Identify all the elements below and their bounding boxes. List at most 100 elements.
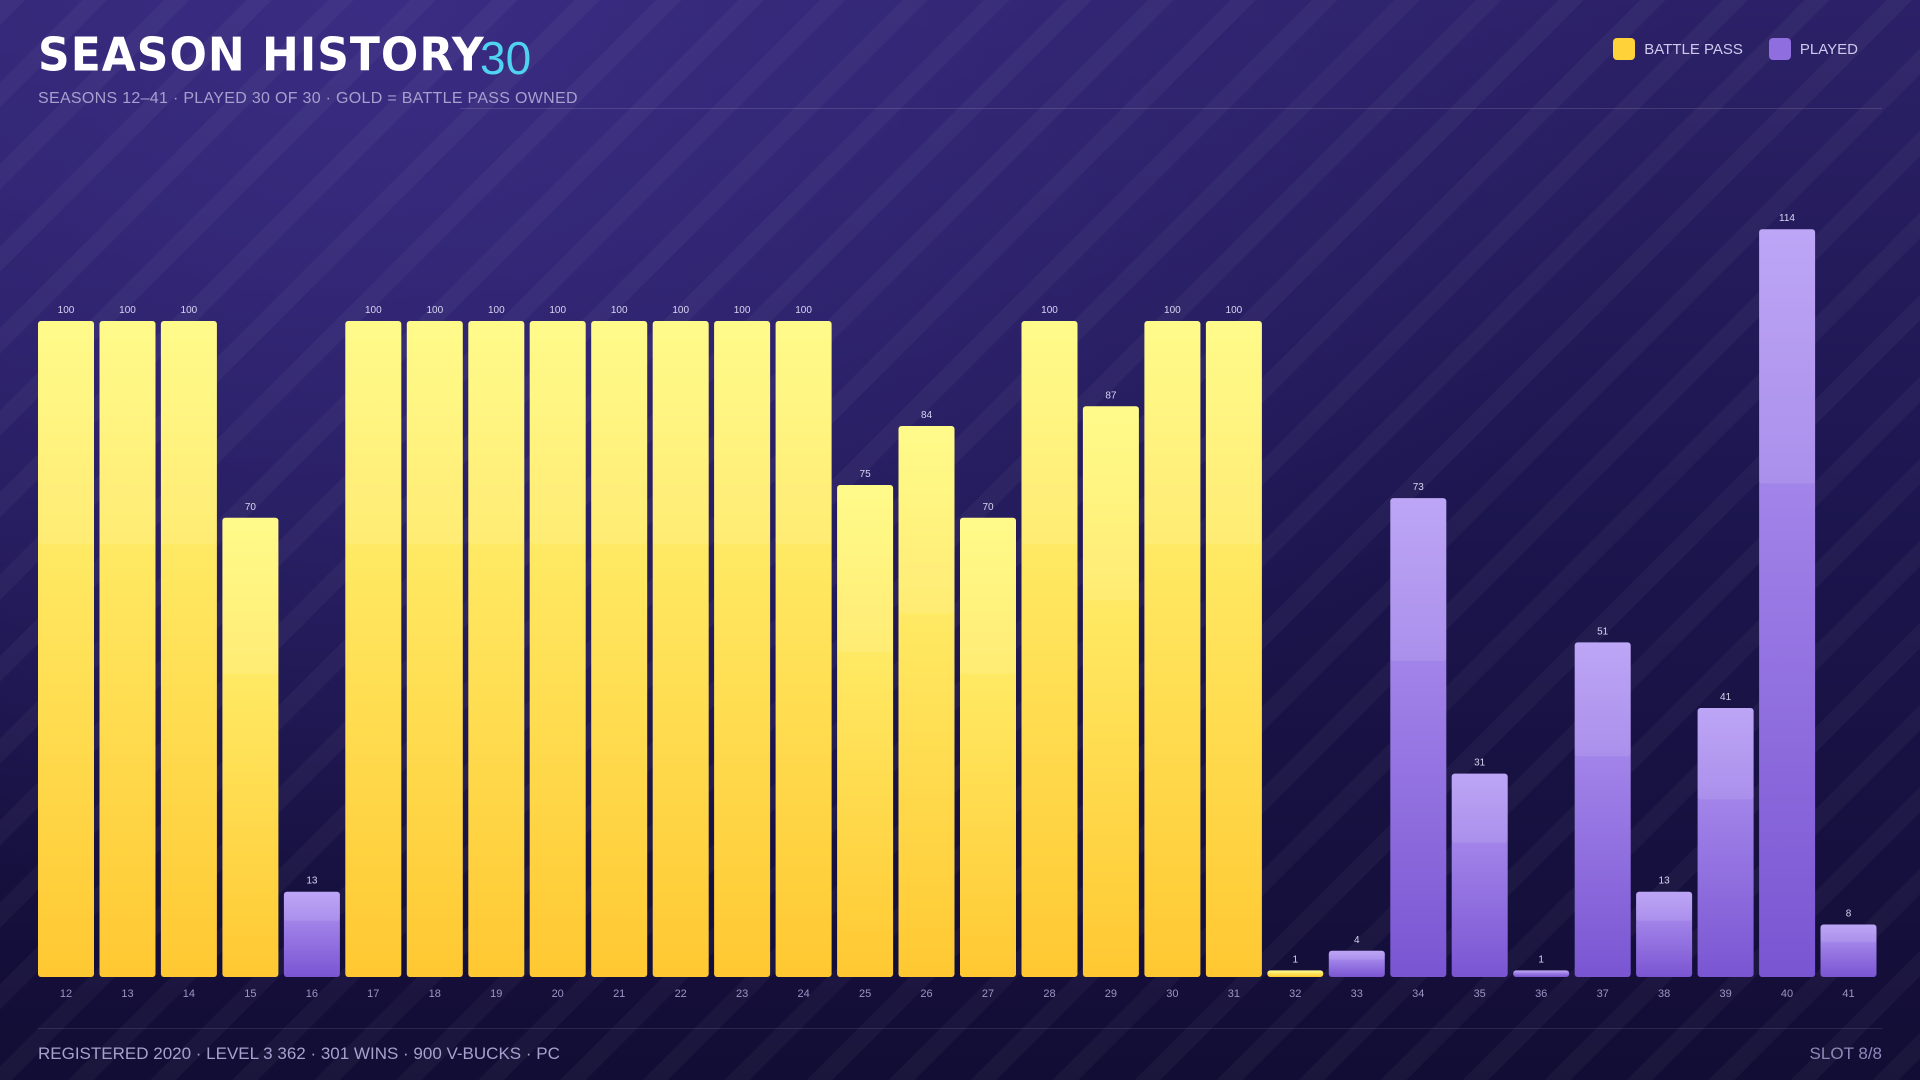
- bar-highlight-26: [898, 426, 955, 614]
- tick-label-13: 13: [121, 988, 133, 1000]
- legend-item-battle-pass: BATTLE PASS: [1613, 38, 1743, 60]
- value-labels-group: 100 100 100 70 13 100 100 100 100 100 100 100 100 75 8…: [58, 213, 1852, 965]
- tick-label-14: 14: [183, 988, 195, 1000]
- value-label-40: 114: [1779, 213, 1795, 224]
- bar-highlight-17: [345, 321, 402, 544]
- bar-highlight-16: [283, 891, 340, 921]
- season-bar-chart: 100 100 100 70 13 100 100 100 100 100 100 100 100 75 8…: [38, 213, 1877, 1000]
- bar-season-26: [898, 426, 955, 977]
- value-label-12: 100: [58, 305, 75, 316]
- tick-label-30: 30: [1166, 988, 1178, 1000]
- bar-season-20: [529, 321, 586, 977]
- bar-highlight-22: [652, 321, 709, 544]
- value-label-15: 70: [245, 502, 257, 513]
- value-label-13: 100: [119, 305, 136, 316]
- tick-label-20: 20: [552, 988, 564, 1000]
- bar-season-23: [714, 321, 771, 977]
- bar-season-36: [1513, 970, 1570, 977]
- bar-highlight-37: [1574, 642, 1631, 757]
- bar-highlight-18: [406, 321, 463, 544]
- value-label-39: 41: [1720, 692, 1732, 703]
- value-label-36: 1: [1538, 954, 1544, 965]
- bar-season-19: [468, 321, 525, 977]
- tick-label-12: 12: [60, 988, 72, 1000]
- bar-season-12: [38, 321, 94, 977]
- bar-highlight-32: [1267, 970, 1324, 973]
- bar-highlight-25: [837, 485, 894, 653]
- bar-highlight-21: [591, 321, 648, 544]
- value-label-26: 84: [921, 410, 933, 421]
- bar-season-35: [1451, 773, 1508, 977]
- value-label-28: 100: [1041, 305, 1058, 316]
- bar-season-14: [160, 321, 217, 977]
- bar-season-41: [1820, 924, 1877, 977]
- value-label-31: 100: [1226, 305, 1243, 316]
- bar-highlight-33: [1328, 950, 1385, 960]
- bar-highlight-29: [1082, 406, 1139, 601]
- value-label-20: 100: [549, 305, 566, 316]
- chart-legend: BATTLE PASS PLAYED: [1613, 38, 1858, 60]
- value-label-35: 31: [1474, 758, 1486, 769]
- tick-label-39: 39: [1719, 988, 1731, 1000]
- bar-season-25: [837, 485, 894, 977]
- value-label-21: 100: [611, 305, 628, 316]
- value-label-23: 100: [734, 305, 751, 316]
- bar-season-39: [1697, 708, 1754, 977]
- bar-highlight-12: [38, 321, 94, 544]
- bar-season-29: [1082, 406, 1139, 977]
- bar-highlight-14: [160, 321, 217, 544]
- tick-label-34: 34: [1412, 988, 1424, 1000]
- bar-highlight-39: [1697, 708, 1754, 800]
- tick-labels-group: 12 13 14 15 16 17 18 19 20 21 22 23 24 25 26 27 28 29 30 31…: [60, 988, 1855, 1000]
- tick-label-24: 24: [797, 988, 809, 1000]
- value-label-33: 4: [1354, 935, 1360, 946]
- bar-highlight-38: [1636, 891, 1693, 921]
- value-label-25: 75: [860, 469, 872, 480]
- bar-season-27: [960, 517, 1016, 977]
- tick-label-35: 35: [1474, 988, 1486, 1000]
- bar-highlight-27: [960, 517, 1016, 674]
- tick-label-26: 26: [920, 988, 932, 1000]
- bar-season-24: [775, 321, 832, 977]
- value-label-18: 100: [426, 305, 443, 316]
- value-label-34: 73: [1413, 482, 1425, 493]
- season-count: 30: [480, 32, 532, 84]
- value-label-30: 100: [1164, 305, 1181, 316]
- tick-label-41: 41: [1842, 988, 1854, 1000]
- tick-label-17: 17: [367, 988, 379, 1000]
- bar-highlight-19: [468, 321, 525, 544]
- bar-highlight-31: [1205, 321, 1262, 544]
- tick-label-15: 15: [244, 988, 256, 1000]
- bar-season-30: [1144, 321, 1201, 977]
- value-label-19: 100: [488, 305, 505, 316]
- bar-highlight-23: [714, 321, 771, 544]
- tick-label-36: 36: [1535, 988, 1547, 1000]
- tick-label-19: 19: [490, 988, 502, 1000]
- bar-highlight-15: [222, 517, 279, 674]
- legend-label-played: PLAYED: [1799, 40, 1858, 58]
- legend-swatch-battle-pass: [1613, 38, 1636, 60]
- tick-label-16: 16: [306, 988, 318, 1000]
- tick-label-28: 28: [1043, 988, 1055, 1000]
- bar-season-17: [345, 321, 402, 977]
- bar-season-32: [1267, 970, 1324, 977]
- bar-highlight-34: [1390, 498, 1447, 661]
- bar-season-28: [1021, 321, 1078, 977]
- value-label-27: 70: [982, 502, 994, 513]
- bar-highlight-20: [529, 321, 586, 544]
- bar-season-38: [1636, 891, 1693, 977]
- legend-swatch-played: [1768, 38, 1791, 60]
- bar-highlight-13: [99, 321, 156, 544]
- bar-season-34: [1390, 498, 1447, 977]
- bar-highlight-35: [1451, 773, 1508, 843]
- bar-highlight-40: [1759, 229, 1816, 484]
- tick-label-40: 40: [1781, 988, 1793, 1000]
- bar-highlight-24: [775, 321, 832, 544]
- value-label-41: 8: [1846, 909, 1852, 920]
- bar-season-16: [283, 891, 340, 977]
- tick-label-18: 18: [429, 988, 441, 1000]
- legend-label-battle-pass: BATTLE PASS: [1644, 40, 1743, 58]
- slot-indicator: SLOT 8/8: [1809, 1044, 1882, 1063]
- bar-season-33: [1328, 950, 1385, 977]
